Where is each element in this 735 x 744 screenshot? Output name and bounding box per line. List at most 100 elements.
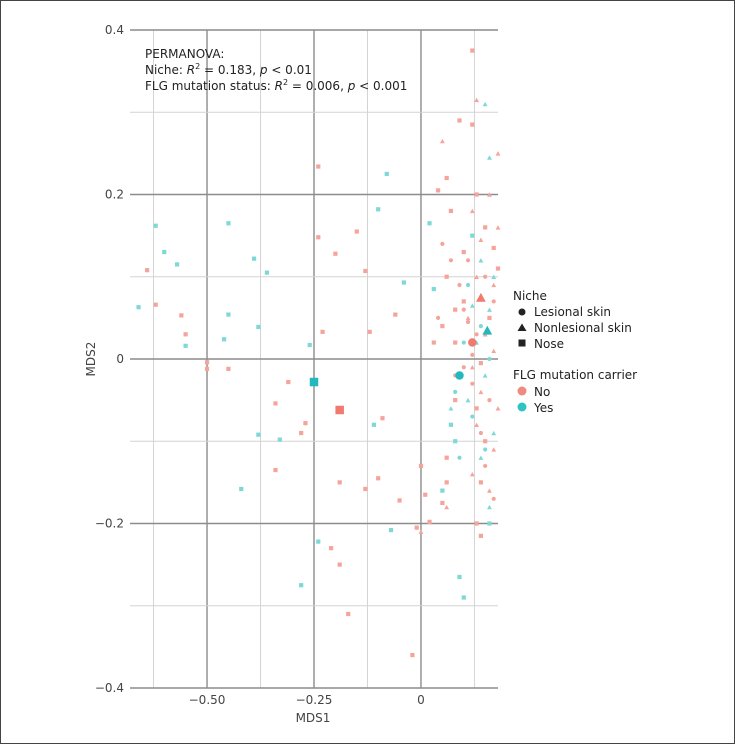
data-point — [478, 389, 484, 395]
data-point — [491, 447, 497, 452]
data-point — [363, 486, 368, 492]
centroid-point — [475, 292, 486, 302]
data-point — [303, 421, 308, 426]
centroid-point — [482, 325, 493, 335]
data-point — [469, 471, 475, 477]
legend-item-nose: Nose — [534, 337, 564, 351]
x-tick-label: −0.25 — [296, 693, 333, 707]
data-point — [183, 343, 188, 348]
data-point — [461, 365, 466, 370]
data-point — [470, 381, 475, 386]
legend-item-lesional: Lesional skin — [534, 305, 611, 319]
data-point — [264, 270, 270, 275]
data-point — [453, 340, 458, 345]
data-point — [491, 496, 496, 501]
centroid-points — [309, 292, 493, 415]
data-point — [388, 527, 394, 533]
data-point — [183, 332, 188, 337]
data-point — [469, 303, 475, 308]
data-point — [256, 324, 261, 330]
data-point — [179, 313, 184, 318]
data-point — [239, 486, 244, 492]
data-point — [136, 305, 141, 310]
legend-item-no: No — [534, 385, 550, 399]
data-point — [226, 312, 231, 317]
data-point — [410, 653, 415, 658]
data-point — [444, 455, 449, 460]
legend-yes-dot-icon — [517, 402, 527, 412]
data-point — [427, 519, 432, 524]
data-point — [440, 488, 445, 493]
y-tick-label: −0.4 — [95, 681, 124, 695]
data-point — [461, 340, 466, 345]
centroid-point — [335, 405, 344, 415]
data-point — [162, 249, 167, 255]
data-point — [414, 525, 419, 530]
centroid-point — [455, 371, 464, 380]
data-point — [363, 268, 368, 274]
data-point — [461, 249, 466, 255]
data-point — [448, 406, 454, 411]
data-point — [465, 397, 471, 403]
data-point — [453, 439, 458, 444]
data-point — [316, 164, 321, 169]
data-point — [444, 480, 449, 485]
y-tick-label: 0 — [116, 352, 124, 366]
data-point — [469, 208, 475, 214]
legend-item-yes: Yes — [533, 401, 553, 415]
data-point — [470, 48, 475, 53]
data-point — [487, 315, 492, 320]
data-point — [457, 282, 462, 288]
annotation-flg-line: FLG mutation status: R2 = 0.006, p < 0.0… — [145, 78, 407, 93]
centroid-point — [309, 377, 319, 387]
data-point — [461, 595, 466, 600]
data-point — [307, 342, 312, 348]
annotation-niche-line: Niche: R2 = 0.183, p < 0.01 — [145, 62, 312, 77]
y-tick-label: 0.2 — [105, 188, 124, 202]
data-point — [478, 430, 483, 436]
data-point — [444, 274, 449, 279]
legend-niche-title: Niche — [513, 289, 547, 303]
data-point — [354, 229, 359, 234]
data-point — [222, 337, 227, 342]
data-point — [491, 299, 496, 304]
data-point — [329, 546, 334, 551]
data-point — [277, 437, 282, 442]
data-point — [418, 529, 424, 534]
data-point — [495, 225, 501, 230]
data-point — [376, 207, 381, 212]
data-point — [453, 307, 458, 312]
annotation-title: PERMANOVA: — [145, 47, 224, 61]
data-point — [174, 262, 180, 267]
data-point — [393, 312, 398, 317]
data-point — [448, 258, 454, 263]
data-point — [491, 245, 496, 251]
permanova-annotation: PERMANOVA: Niche: R2 = 0.183, p < 0.01 F… — [145, 47, 407, 93]
data-point — [474, 97, 480, 103]
data-point — [495, 406, 501, 411]
data-points — [136, 48, 501, 658]
data-point — [483, 447, 488, 452]
data-point — [457, 118, 462, 123]
data-point — [337, 480, 342, 485]
legend-triangle-icon — [517, 323, 527, 331]
data-point — [483, 463, 488, 469]
data-point — [491, 274, 497, 279]
data-point — [431, 340, 436, 345]
legend-item-nonlesional: Nonlesional skin — [534, 321, 632, 335]
data-point — [401, 280, 406, 285]
y-axis-label: MDS2 — [84, 342, 98, 377]
legend-circle-icon — [518, 308, 526, 316]
data-point — [316, 235, 321, 240]
data-point — [465, 282, 471, 288]
data-point — [487, 521, 492, 526]
data-point — [487, 398, 492, 403]
data-point — [457, 574, 462, 580]
data-point — [440, 324, 445, 329]
data-point — [440, 500, 445, 506]
data-point — [448, 422, 454, 427]
data-point — [427, 221, 432, 226]
data-point — [453, 398, 458, 403]
tick-labels: −0.50 −0.25 0 0.4 0.2 0 −0.2 −0.4 — [95, 23, 425, 707]
